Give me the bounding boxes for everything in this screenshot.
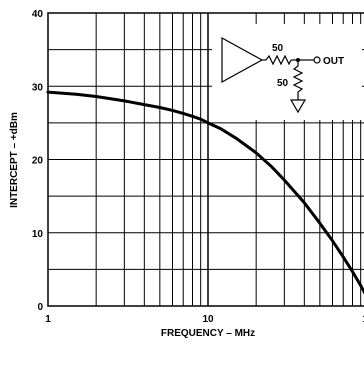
y-tick-label-20: 20 — [32, 156, 44, 167]
output-terminal-icon — [313, 56, 321, 64]
series-resistor-icon — [265, 54, 292, 66]
y-tick-label-30: 30 — [32, 82, 44, 93]
x-tick-labels: 1 10 10 — [45, 314, 364, 325]
series-resistor-value: 50 — [272, 43, 284, 54]
amplifier-triangle-icon — [221, 36, 264, 84]
y-tick-label-0: 0 — [37, 302, 43, 313]
ground-symbol-icon — [289, 99, 307, 114]
output-label: OUT — [323, 56, 344, 67]
plot-frame — [47, 12, 364, 307]
x-tick-label-2: 10 — [362, 314, 364, 325]
y-tick-label-10: 10 — [32, 229, 44, 240]
y-tick-label-40: 40 — [32, 9, 44, 20]
y-axis-title: INTERCEPT – +dBm — [9, 112, 20, 208]
x-tick-label-1: 10 — [202, 314, 214, 325]
series-line-intercept — [46, 90, 364, 295]
x-tick-label-0: 1 — [45, 314, 51, 325]
y-tick-labels: 0 10 20 30 40 — [32, 9, 44, 313]
shunt-resistor-icon — [292, 60, 304, 100]
circuit-inset: 50 50 OUT — [212, 24, 362, 120]
shunt-resistor-value: 50 — [277, 78, 289, 89]
x-axis-title: FREQUENCY – MHz — [161, 328, 255, 339]
